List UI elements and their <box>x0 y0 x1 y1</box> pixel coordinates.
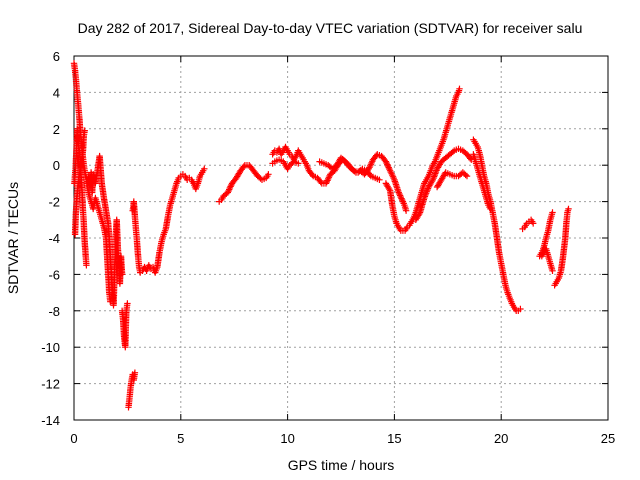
x-axis-label: GPS time / hours <box>288 457 395 473</box>
data-point <box>386 186 393 193</box>
x-tick-label: 0 <box>70 431 77 446</box>
data-point <box>295 160 302 167</box>
y-tick-label: -10 <box>41 340 60 355</box>
data-point <box>265 171 272 178</box>
data-point <box>384 162 392 170</box>
data-point <box>349 166 356 173</box>
data-point <box>549 267 556 274</box>
data-point <box>416 210 423 218</box>
data-point <box>462 171 469 179</box>
y-tick-label: -12 <box>41 377 60 392</box>
data-point <box>463 172 471 180</box>
y-tick-label: 2 <box>53 122 60 137</box>
data-point <box>322 180 330 187</box>
y-tick-label: -14 <box>41 413 60 428</box>
data-point <box>389 172 396 179</box>
data-point <box>389 173 397 180</box>
x-tick-label: 20 <box>494 431 508 446</box>
plot-frame <box>73 55 609 421</box>
data-point <box>240 163 247 170</box>
data-point <box>398 195 405 202</box>
data-point <box>384 161 391 168</box>
data-point <box>107 298 114 305</box>
x-tick-label: 5 <box>177 431 184 446</box>
y-tick-label: 4 <box>53 85 60 100</box>
data-point <box>382 158 390 165</box>
data-point <box>449 148 456 156</box>
data-point <box>367 161 375 168</box>
data-point <box>83 262 90 269</box>
x-tick-label: 15 <box>387 431 401 446</box>
data-point <box>124 300 131 307</box>
data-point <box>387 169 394 176</box>
data-point <box>317 178 324 186</box>
data-point <box>388 170 395 177</box>
data-point <box>225 187 232 195</box>
data-point <box>487 205 494 213</box>
y-tick-label: -6 <box>48 267 60 282</box>
data-point <box>399 196 406 204</box>
data-point <box>423 188 430 195</box>
data-point <box>118 271 126 278</box>
y-tick-label: -2 <box>48 195 60 210</box>
x-tick-label: 25 <box>601 431 615 446</box>
data-series-sdtvar <box>70 60 572 411</box>
data-point <box>456 85 463 92</box>
y-tick-label: -4 <box>48 231 60 246</box>
data-point <box>383 159 390 167</box>
y-tick-label: 0 <box>53 158 60 173</box>
data-point <box>397 193 404 201</box>
data-point <box>396 190 403 198</box>
data-point <box>530 220 537 227</box>
x-tick-labels: 0 5 10 15 20 25 <box>70 431 615 446</box>
y-axis-label: SDTVAR / TECUs <box>5 182 21 294</box>
data-point <box>224 189 231 196</box>
data-point <box>366 164 373 171</box>
x-tick-label: 10 <box>280 431 294 446</box>
data-point <box>131 369 139 376</box>
data-point <box>323 178 330 186</box>
data-point <box>565 205 572 213</box>
data-point <box>517 305 524 313</box>
y-tick-label: 6 <box>53 49 60 64</box>
y-tick-label: -8 <box>48 304 60 319</box>
data-point <box>325 174 333 181</box>
data-point <box>376 176 383 183</box>
data-point <box>386 167 394 174</box>
data-point <box>81 127 88 134</box>
data-point <box>549 209 556 216</box>
data-point <box>201 165 208 172</box>
data-point <box>395 189 402 196</box>
chart-title: Day 282 of 2017, Sidereal Day-to-day VTE… <box>78 20 583 36</box>
data-point <box>368 159 375 166</box>
data-point <box>428 178 436 185</box>
data-point <box>385 164 392 171</box>
data-point <box>402 207 410 214</box>
data-point <box>227 183 234 190</box>
y-tick-labels: -14 -12 -10 -8 -6 -4 -2 0 2 4 6 <box>41 49 60 428</box>
data-point <box>367 162 374 169</box>
